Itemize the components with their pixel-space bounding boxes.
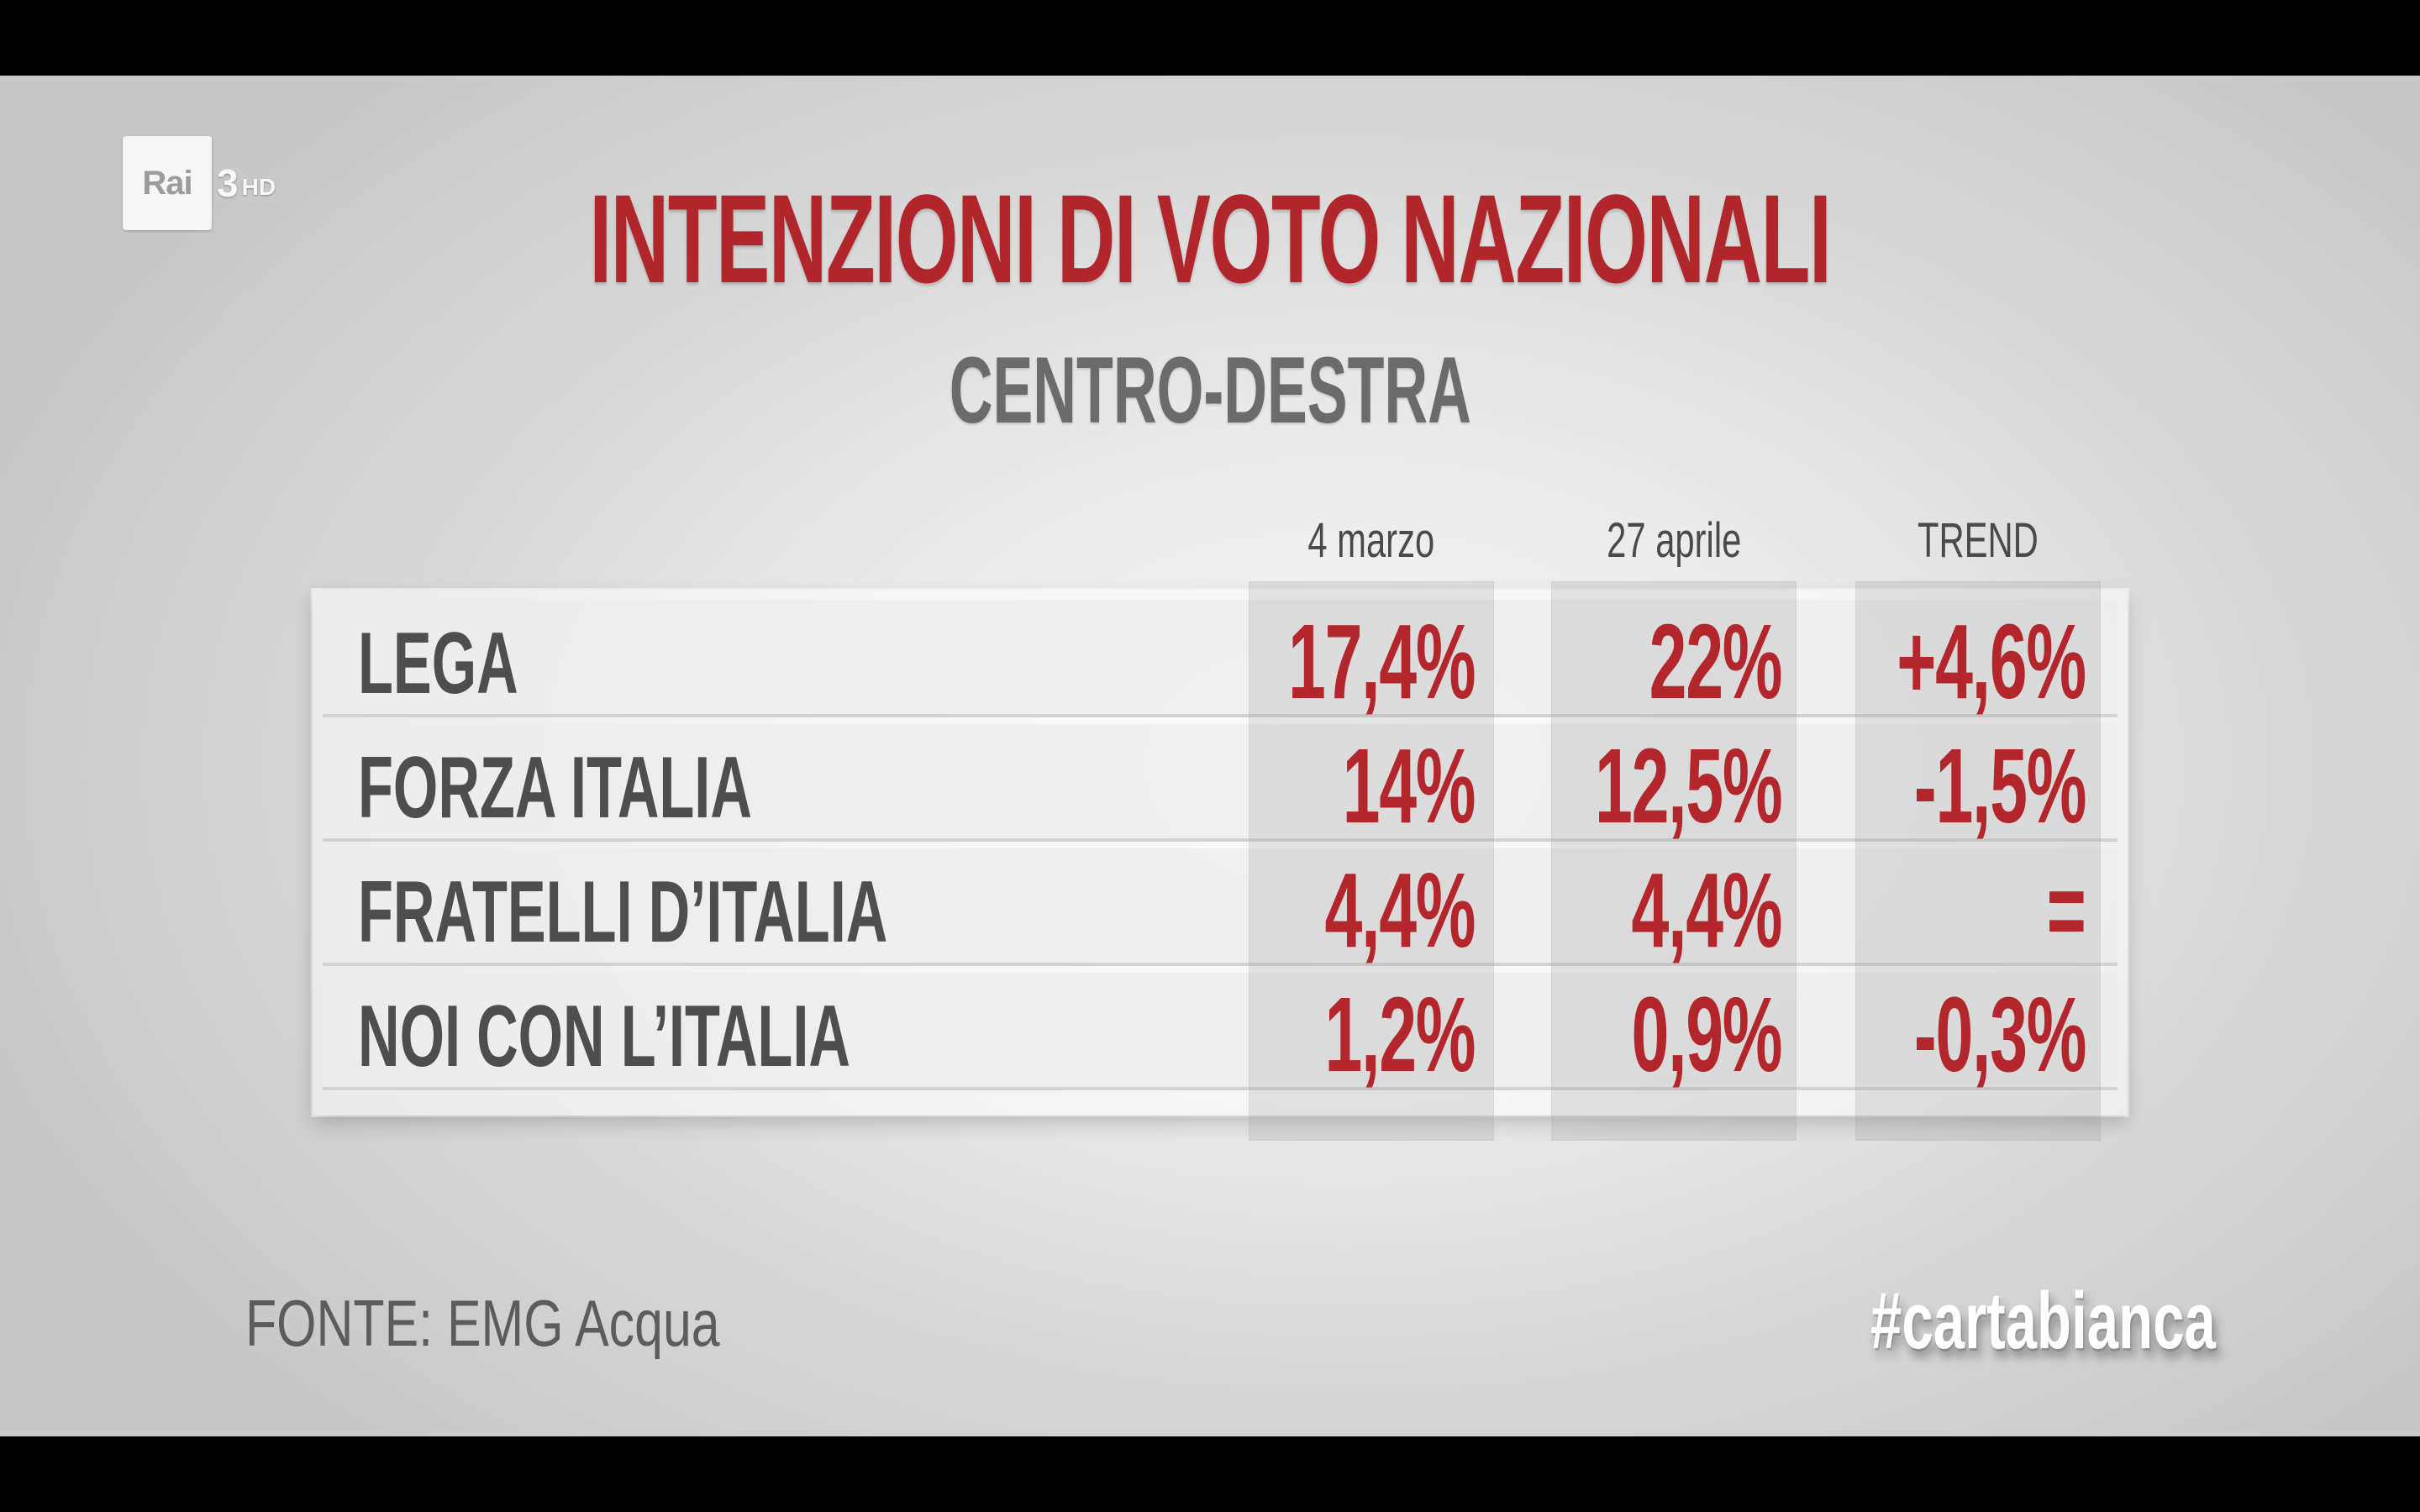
channel-number: 3	[217, 161, 239, 205]
subtitle-text: CENTRO-DESTRA	[949, 338, 1471, 443]
value-cell: 0,9%	[1445, 975, 1782, 1094]
table-row: FRATELLI D’ITALIA	[323, 848, 2118, 966]
party-cell: LEGA	[358, 606, 601, 721]
broadcast-screen: Rai 3 HD INTENZIONI DI VOTO NAZIONALI CE…	[0, 76, 2420, 1436]
value-text: -1,5%	[1913, 727, 2087, 845]
value-cell: 1,2%	[1139, 975, 1476, 1094]
channel-logo: Rai 3 HD	[123, 136, 276, 230]
value-cell: -0,3%	[1749, 975, 2087, 1094]
column-header-label: TREND	[1918, 513, 2039, 568]
party-cell: NOI CON L’ITALIA	[358, 979, 1104, 1094]
hashtag-text: #cartabianca	[1870, 1276, 2216, 1366]
value-text: -0,3%	[1913, 975, 2087, 1094]
party-cell: FRATELLI D’ITALIA	[358, 855, 1160, 969]
value-text: +4,6%	[1897, 602, 2087, 721]
value-cell: 22%	[1445, 602, 1782, 721]
column-highlight	[1249, 581, 1494, 1141]
source-note: FONTE: EMG Acqua	[245, 1285, 854, 1362]
chart-subtitle: CENTRO-DESTRA	[0, 336, 2420, 444]
value-text: 4,4%	[1324, 851, 1476, 969]
chart-title: INTENZIONI DI VOTO NAZIONALI	[0, 166, 2420, 312]
table-row: NOI CON L’ITALIA	[323, 973, 2118, 1090]
column-highlight	[1551, 581, 1797, 1141]
party-name: FORZA ITALIA	[358, 739, 752, 837]
value-cell: 12,5%	[1445, 727, 1783, 845]
column-highlight	[1855, 581, 2101, 1141]
value-text: 4,4%	[1631, 851, 1782, 969]
party-name: FRATELLI D’ITALIA	[358, 864, 888, 961]
value-text: 22%	[1649, 602, 1782, 721]
value-text: 14%	[1342, 727, 1476, 845]
show-hashtag: #cartabianca	[1870, 1275, 2364, 1368]
rai-logo-box: Rai	[123, 136, 212, 230]
source-text: FONTE: EMG Acqua	[245, 1286, 720, 1360]
column-header-label: 4 marzo	[1307, 513, 1435, 568]
column-header-label: 27 aprile	[1606, 513, 1742, 568]
hd-badge: HD	[241, 174, 276, 200]
column-header: 4 marzo	[1215, 512, 1528, 580]
column-header: 27 aprile	[1518, 512, 1830, 580]
value-text: 0,9%	[1631, 975, 1782, 1094]
value-text: =	[2047, 851, 2086, 969]
value-cell: -1,5%	[1749, 727, 2087, 845]
party-cell: FORZA ITALIA	[358, 731, 955, 845]
value-cell: 17,4%	[1139, 602, 1476, 721]
table-row: LEGA	[323, 600, 2118, 717]
value-cell: +4,6%	[1749, 602, 2087, 721]
party-name: LEGA	[358, 615, 518, 712]
value-cell: 4,4%	[1139, 851, 1476, 969]
table-row: FORZA ITALIA	[323, 724, 2118, 842]
title-text: INTENZIONI DI VOTO NAZIONALI	[589, 168, 1831, 309]
value-cell: =	[1749, 853, 2086, 968]
value-cell: 4,4%	[1445, 851, 1782, 969]
value-text: 17,4%	[1287, 602, 1476, 721]
value-text: 1,2%	[1324, 975, 1476, 1094]
column-header: TREND	[1822, 512, 2134, 580]
party-name: NOI CON L’ITALIA	[358, 988, 850, 1085]
value-cell: 14%	[1139, 727, 1476, 845]
value-text: 12,5%	[1594, 727, 1783, 845]
